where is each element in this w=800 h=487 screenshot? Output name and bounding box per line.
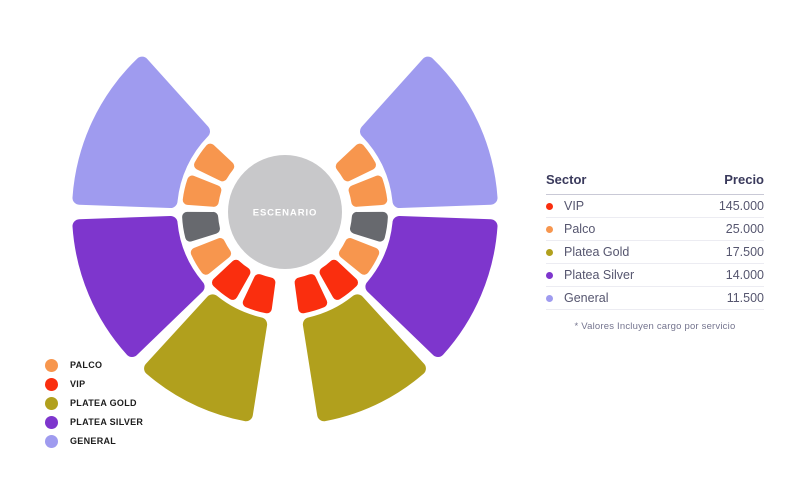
legend: PALCO VIP PLATEA GOLD PLATEA SILVER GENERAL — [45, 359, 143, 448]
sector-gold-left[interactable] — [144, 294, 268, 422]
legend-color-dot — [45, 397, 58, 410]
legend-label: GENERAL — [70, 436, 117, 446]
legend-color-dot — [45, 378, 58, 391]
inner-segment-2-palco[interactable] — [182, 175, 222, 207]
inner-segment-11-vip[interactable] — [319, 259, 358, 300]
price-note: * Valores Incluyen cargo por servicio — [574, 321, 736, 332]
inner-segment-9-tech — [350, 211, 388, 242]
sector-name: General — [564, 291, 609, 305]
legend-item-palco: PALCO — [45, 359, 143, 372]
legend-item-general: GENERAL — [45, 435, 143, 448]
sector-price: 17.500 — [725, 245, 764, 259]
stage-label: ESCENARIO — [253, 208, 318, 219]
inner-segment-12-vip[interactable] — [294, 274, 328, 314]
legend-color-dot — [45, 435, 58, 448]
sector-color-dot — [546, 271, 553, 279]
sector-price: 14.000 — [725, 268, 764, 282]
sector-name: Palco — [564, 222, 596, 236]
sector-price: 145.000 — [718, 199, 764, 213]
table-header-sector: Sector — [546, 172, 587, 187]
inner-segment-7-palco[interactable] — [335, 143, 376, 182]
legend-item-platea-silver: PLATEA SILVER — [45, 416, 143, 429]
sector-silver-left[interactable] — [72, 215, 205, 357]
sector-price: 11.500 — [726, 291, 764, 305]
price-row-general: General 11.500 — [546, 287, 764, 310]
sector-color-dot — [546, 294, 553, 302]
inner-segment-8-palco[interactable] — [348, 175, 388, 207]
price-row-platea-silver: Platea Silver 14.000 — [546, 264, 764, 287]
legend-label: VIP — [70, 379, 86, 389]
inner-segment-1-palco[interactable] — [194, 143, 235, 182]
sector-color-dot — [546, 225, 553, 233]
price-table-header: Sector Precio — [546, 172, 764, 195]
legend-label: PLATEA SILVER — [70, 417, 144, 427]
price-row-palco: Palco 25.000 — [546, 218, 764, 241]
inner-segment-4-palco[interactable] — [190, 238, 232, 275]
legend-color-dot — [45, 416, 58, 429]
price-table: Sector Precio VIP 145.000 Palco 25.000 Plate… — [546, 172, 764, 332]
sector-general-left[interactable] — [72, 56, 211, 209]
stage-circle — [228, 155, 342, 269]
sector-name: Platea Gold — [564, 245, 630, 259]
inner-segment-3-tech — [182, 211, 220, 242]
sector-name: VIP — [564, 199, 585, 213]
legend-item-platea-gold: PLATEA GOLD — [45, 397, 143, 410]
price-row-platea-gold: Platea Gold 17.500 — [546, 241, 764, 264]
inner-segment-10-palco[interactable] — [338, 238, 380, 275]
legend-item-vip: VIP — [45, 378, 143, 391]
sector-color-dot — [546, 202, 553, 210]
sector-name: Platea Silver — [564, 268, 635, 282]
sector-silver-right[interactable] — [365, 215, 498, 357]
inner-segment-5-vip[interactable] — [212, 259, 251, 300]
table-header-precio: Precio — [724, 172, 764, 187]
sector-gold-right[interactable] — [302, 294, 426, 422]
sector-price: 25.000 — [725, 222, 764, 236]
legend-label: PALCO — [70, 360, 103, 370]
price-row-vip: VIP 145.000 — [546, 195, 764, 218]
legend-color-dot — [45, 359, 58, 372]
inner-segment-6-vip[interactable] — [242, 274, 276, 314]
sector-general-right[interactable] — [359, 56, 498, 209]
legend-label: PLATEA GOLD — [70, 398, 137, 408]
sector-color-dot — [546, 248, 553, 256]
